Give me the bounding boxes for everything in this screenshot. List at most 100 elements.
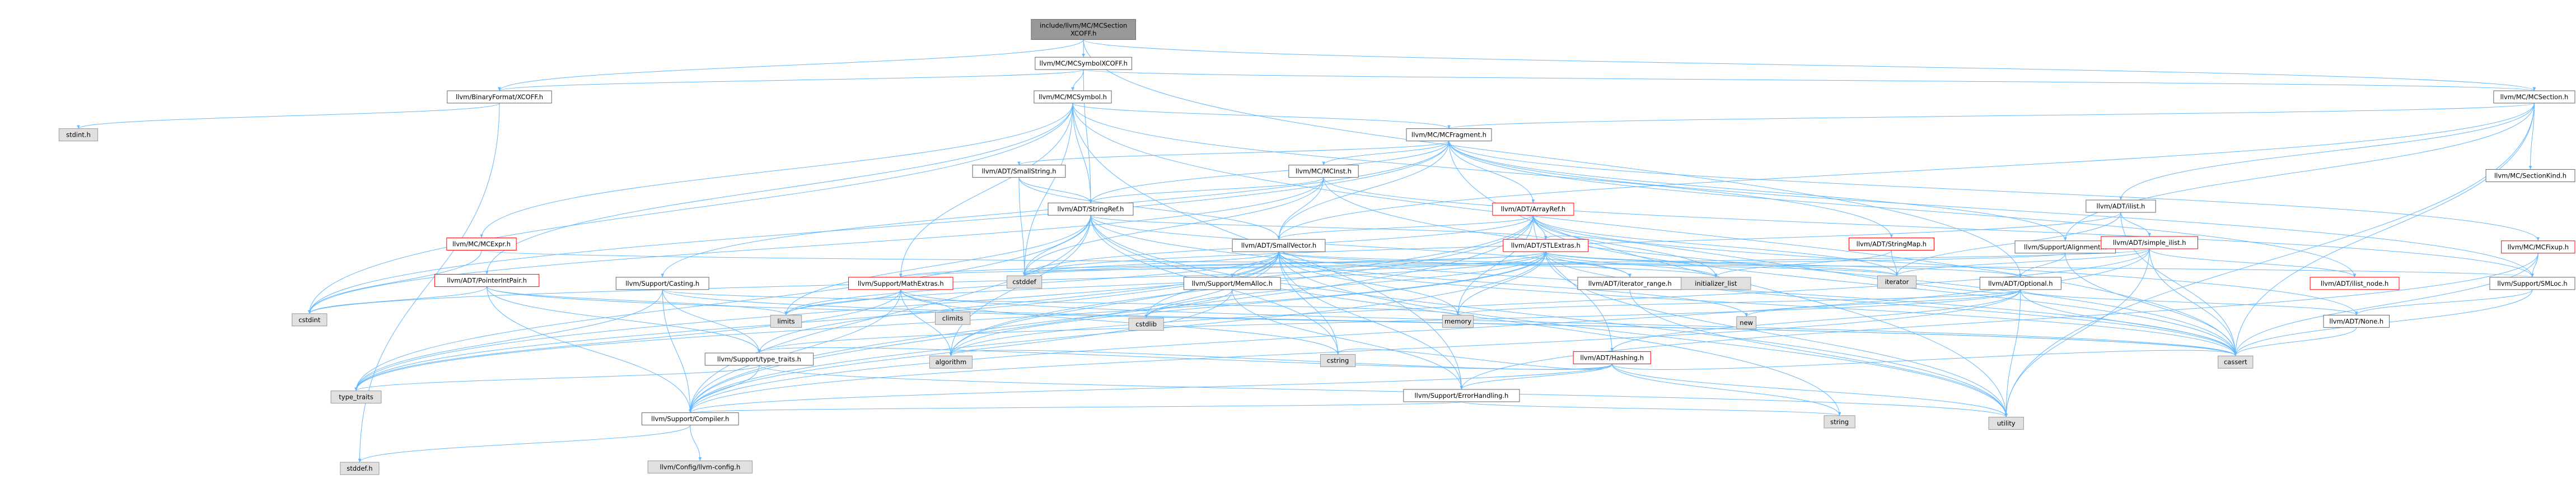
edge-hashing-to-compiler <box>689 364 1612 413</box>
node-sym-xcoff[interactable]: llvm/MC/MCSymbolXCOFF.h <box>1035 57 1133 70</box>
edge-optional-to-hashing <box>1610 289 2021 352</box>
edge-mcsymbol-to-mathextras <box>899 103 1073 277</box>
node-cstdlib[interactable]: cstdlib <box>1128 318 1164 331</box>
node-memalloc[interactable]: llvm/Support/MemAlloc.h <box>1183 277 1281 290</box>
edge-compiler-to-llvm-config <box>690 425 702 461</box>
node-mcsection[interactable]: llvm/MC/MCSection.h <box>2493 90 2575 104</box>
node-mcexpr[interactable]: llvm/MC/MCExpr.h <box>446 238 517 251</box>
node-alignment[interactable]: llvm/Support/Alignment.h <box>2014 240 2116 254</box>
node-box <box>1988 416 2024 430</box>
edge-mathextras-to-cstring <box>900 289 1340 355</box>
node-box <box>1573 351 1651 364</box>
node-box <box>1979 277 2061 290</box>
node-optional[interactable]: llvm/ADT/Optional.h <box>1979 277 2061 290</box>
node-hashing[interactable]: llvm/ADT/Hashing.h <box>1573 351 1651 364</box>
node-box <box>972 165 1066 178</box>
node-label: string <box>1830 418 1849 426</box>
node-stddef[interactable]: stddef.h <box>340 462 380 475</box>
node-limits[interactable]: limits <box>770 314 802 328</box>
node-cstdint[interactable]: cstdint <box>292 313 328 327</box>
edge-bf-xcoff-to-stdint <box>77 103 500 129</box>
node-box <box>2086 199 2156 213</box>
node-stringref[interactable]: llvm/ADT/StringRef.h <box>1048 202 1134 216</box>
node-climits[interactable]: climits <box>934 312 971 325</box>
node-cstddef[interactable]: cstddef <box>1006 275 1042 289</box>
edge-hashing-to-type-traits-h <box>758 347 1612 370</box>
node-mcfragment[interactable]: llvm/MC/MCFragment.h <box>1406 128 1492 142</box>
edge-hashing-to-utility <box>1611 364 2008 417</box>
edge-type-traits-h-to-utility <box>759 365 2008 417</box>
node-bf-xcoff[interactable]: llvm/BinaryFormat/XCOFF.h <box>447 90 552 104</box>
node-none[interactable]: llvm/ADT/None.h <box>2323 314 2390 328</box>
node-utility[interactable]: utility <box>1988 416 2024 430</box>
node-stringmap[interactable]: llvm/ADT/StringMap.h <box>1848 238 1934 251</box>
edge-type-traits-h-to-compiler <box>689 365 760 413</box>
node-label: llvm/ADT/ilist_node.h <box>2321 280 2388 287</box>
node-mcsymbol[interactable]: llvm/MC/MCSymbol.h <box>1034 90 1112 104</box>
node-label: cstddef <box>1012 278 1036 286</box>
node-compiler[interactable]: llvm/Support/Compiler.h <box>641 412 739 426</box>
edge-arrayref-to-type-traits <box>354 215 1534 391</box>
edge-stringref-to-cstddef <box>1022 215 1091 276</box>
node-casting[interactable]: llvm/Support/Casting.h <box>615 277 709 290</box>
edge-mathextras-to-limits <box>784 289 901 315</box>
node-ilist[interactable]: llvm/ADT/ilist.h <box>2086 199 2156 213</box>
node-string[interactable]: string <box>1824 415 1855 429</box>
node-smloc[interactable]: llvm/Support/SMLoc.h <box>2489 277 2575 290</box>
node-box <box>1503 239 1589 252</box>
node-smallstring[interactable]: llvm/ADT/SmallString.h <box>972 165 1066 178</box>
node-cassert[interactable]: cassert <box>2218 355 2254 369</box>
node-label: llvm/ADT/Hashing.h <box>1580 354 1644 361</box>
node-mcinst[interactable]: llvm/MC/MCInst.h <box>1288 165 1359 178</box>
node-stlextras[interactable]: llvm/ADT/STLExtras.h <box>1503 239 1589 252</box>
edge-hashing-to-errorhandling <box>1460 364 1612 390</box>
node-ilist-node[interactable]: llvm/ADT/ilist_node.h <box>2309 277 2400 290</box>
node-arrayref[interactable]: llvm/ADT/ArrayRef.h <box>1492 202 1574 216</box>
node-box <box>934 312 971 325</box>
node-label: llvm/ADT/None.h <box>2329 317 2383 325</box>
node-new[interactable]: new <box>1736 316 1757 329</box>
node-iterator[interactable]: iterator <box>1877 275 1917 289</box>
node-smallvector[interactable]: llvm/ADT/SmallVector.h <box>1232 239 1326 252</box>
node-memory[interactable]: memory <box>1442 314 1474 328</box>
node-label: utility <box>1997 419 2016 427</box>
edge-arrayref-to-none <box>1532 215 2358 315</box>
edge-mcfragment-to-alignment <box>1448 141 2067 241</box>
node-label: climits <box>942 314 964 322</box>
node-type-traits-h[interactable]: llvm/Support/type_traits.h <box>704 352 814 366</box>
node-box <box>1824 415 1855 429</box>
node-box <box>1736 316 1757 329</box>
node-mcfixup[interactable]: llvm/MC/MCFixup.h <box>2501 240 2575 254</box>
edge-stlextras-to-cassert <box>1545 252 2237 356</box>
edge-smallstring-to-stringref <box>1018 177 1092 203</box>
node-iterator-range[interactable]: llvm/ADT/iterator_range.h <box>1577 277 1682 290</box>
edge-optional-to-compiler <box>689 289 2021 413</box>
node-label: llvm/ADT/Optional.h <box>1988 280 2053 287</box>
node-mathextras[interactable]: llvm/Support/MathExtras.h <box>848 277 953 290</box>
node-box <box>2485 169 2575 182</box>
node-pointerintpair[interactable]: llvm/ADT/PointerIntPair.h <box>434 274 540 287</box>
edge-simple-ilist-to-cstddef <box>1023 248 2150 276</box>
node-box <box>1183 277 1281 290</box>
edge-sym-xcoff-to-mcsymbol <box>1071 69 1084 91</box>
node-initializer-list[interactable]: initializer_list <box>1681 277 1751 290</box>
edge-optional-to-none <box>2020 289 2358 315</box>
edge-ilist-to-iterator <box>1895 212 2121 276</box>
node-sectionkind[interactable]: llvm/MC/SectionKind.h <box>2485 169 2575 182</box>
node-llvm-config[interactable]: llvm/Config/llvm-config.h <box>647 460 753 473</box>
node-algorithm[interactable]: algorithm <box>929 355 973 369</box>
node-stdint[interactable]: stdint.h <box>58 128 99 142</box>
node-type-traits[interactable]: type_traits <box>330 391 382 404</box>
node-cstring[interactable]: cstring <box>1320 354 1356 368</box>
node-simple-ilist[interactable]: llvm/ADT/simple_ilist.h <box>2101 236 2199 249</box>
edge-smallvector-to-utility <box>1278 252 2008 417</box>
edge-mcsection-to-cassert <box>2234 103 2535 356</box>
edge-hashing-to-algorithm <box>949 350 1612 370</box>
node-errorhandling[interactable]: llvm/Support/ErrorHandling.h <box>1403 389 1520 402</box>
edge-simple-ilist-to-ilist-node <box>2149 248 2357 278</box>
node-box <box>1031 19 1136 40</box>
edge-mcfragment-to-smallstring <box>1017 141 1450 166</box>
node-box <box>2501 240 2575 254</box>
node-box <box>1681 277 1751 290</box>
